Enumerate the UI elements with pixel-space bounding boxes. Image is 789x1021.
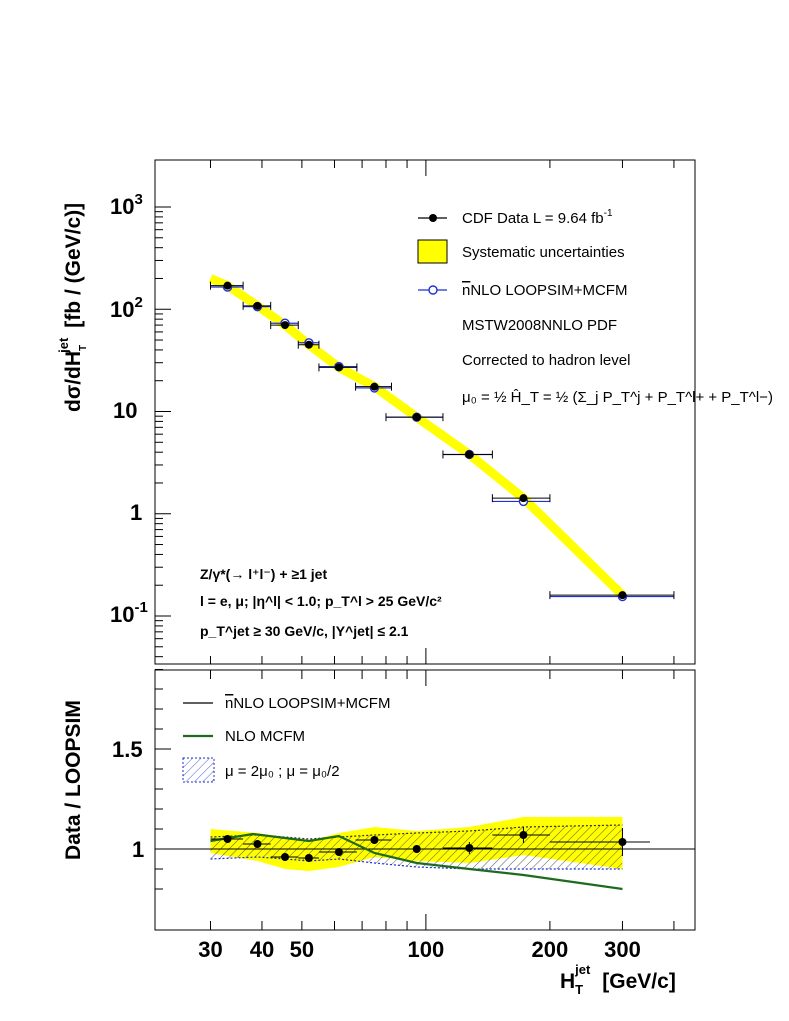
legend-syst-swatch <box>417 239 448 264</box>
annotation-line2: l = e, μ; |η^l| < 1.0; p_T^l > 25 GeV/c² <box>200 593 442 609</box>
bottom-ytick-label: 1 <box>132 837 144 862</box>
ratio-point <box>253 840 262 848</box>
ratio-point <box>304 854 313 862</box>
bottom-xtick-label: 300 <box>604 937 641 962</box>
bottom-xtick-label: 30 <box>198 937 222 962</box>
bottom-legend: nNLO LOOPSIM+MCFM NLO MCFM μ = 2μ₀ ; μ =… <box>182 695 390 783</box>
top-axis-ticks <box>155 160 675 670</box>
annotation-line1: Z/γ*(→ l⁺l⁻) + ≥1 jet <box>200 566 327 582</box>
legend-hadron-label: Corrected to hadron level <box>462 352 630 369</box>
ratio-point <box>465 844 474 852</box>
ytick-0.1: 10-1 <box>110 599 148 627</box>
ytick-1000: 103 <box>110 191 143 219</box>
legend-scale-formula: μ₀ = ½ Ĥ_T = ½ (Σ_j P_T^j + P_T^l+ + P_T… <box>462 389 773 406</box>
mcfm-ratio-line <box>210 832 623 891</box>
ratio-point <box>519 831 528 839</box>
legend-data-marker <box>429 214 437 222</box>
bottom-y-axis-title: Data / LOOPSIM <box>62 700 85 860</box>
bottom-x-tick-labels: 30 40 50 100 200 300 <box>198 937 641 962</box>
bottom-y-tick-labels: 11.5 <box>112 737 144 862</box>
ytick-10: 10 <box>113 398 137 423</box>
data-point <box>334 363 343 372</box>
svg-text:dσ/dHTjet[fb / (GeV/c)]: dσ/dHTjet[fb / (GeV/c)] <box>56 203 89 412</box>
data-point <box>412 413 421 422</box>
bottom-xtick-label: 40 <box>250 937 274 962</box>
scale-band-lower <box>210 856 623 870</box>
legend-pdf-label: MSTW2008NNLO PDF <box>462 317 617 334</box>
bottom-ytick-label: 1.5 <box>112 737 143 762</box>
bottom-x-axis-title: HTjet[GeV/c] <box>560 962 676 997</box>
ratio-point <box>223 835 232 843</box>
ytick-100: 102 <box>110 294 143 322</box>
top-annotations: Z/γ*(→ l⁺l⁻) + ≥1 jet l = e, μ; |η^l| < … <box>200 566 442 639</box>
ratio-point <box>334 848 343 856</box>
data-point <box>281 321 290 330</box>
data-point <box>519 494 528 503</box>
bottom-xtick-label: 200 <box>532 937 569 962</box>
data-point <box>223 281 232 290</box>
legend-scale-label: μ = 2μ₀ ; μ = μ₀/2 <box>225 763 340 780</box>
data-point <box>253 301 262 310</box>
ratio-point <box>412 845 421 853</box>
legend-theory-label: nNLO LOOPSIM+MCFM <box>462 282 627 299</box>
data-point <box>465 450 474 459</box>
top-y-axis-title: dσ/dHTjet[fb / (GeV/c)] <box>56 203 89 412</box>
ratio-point <box>370 836 379 844</box>
legend-theory-marker <box>428 285 438 295</box>
legend-mcfm-label: NLO MCFM <box>225 728 305 745</box>
svg-text:Data / LOOPSIM: Data / LOOPSIM <box>62 700 85 860</box>
ratio-point <box>281 853 290 861</box>
data-point <box>370 382 379 391</box>
bottom-xtick-label: 50 <box>290 937 314 962</box>
annotation-line3: p_T^jet ≥ 30 GeV/c, |Y^jet| ≤ 2.1 <box>200 623 409 639</box>
legend-scale-swatch <box>182 757 215 783</box>
bottom-axis-ticks <box>155 670 675 930</box>
bottom-xtick-label: 100 <box>408 937 445 962</box>
top-legend: CDF Data L = 9.64 fb-1 Systematic uncert… <box>417 208 773 406</box>
top-y-tick-labels: 103 102 10 1 10-1 <box>110 191 148 627</box>
legend-loopsim-label: nNLO LOOPSIM+MCFM <box>225 695 390 712</box>
top-series <box>209 281 675 602</box>
legend-data-label: CDF Data L = 9.64 fb-1 <box>462 208 613 227</box>
legend-syst-label: Systematic uncertainties <box>462 244 625 261</box>
ytick-1: 1 <box>130 500 142 525</box>
data-point <box>618 591 627 600</box>
data-point <box>304 340 313 349</box>
bottom-series <box>155 827 695 891</box>
bottom-plot-frame <box>154 669 696 931</box>
ratio-point <box>618 838 627 846</box>
